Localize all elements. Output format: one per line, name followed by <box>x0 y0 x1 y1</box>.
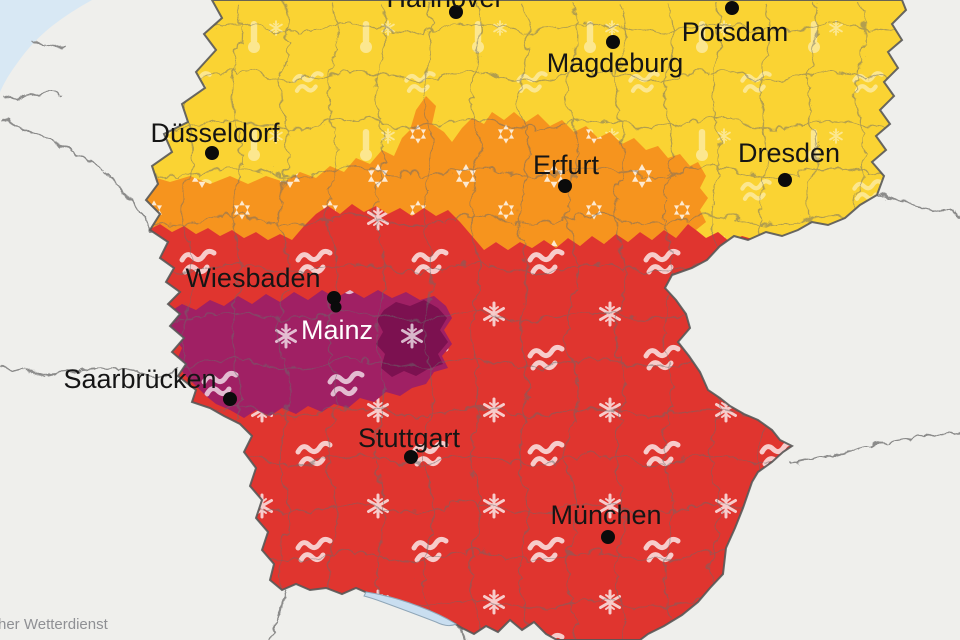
attribution-text: her Wetterdienst <box>0 616 109 633</box>
city-marker-magdeburg <box>606 35 620 49</box>
city-label-duesseldorf: Düsseldorf <box>150 118 280 148</box>
city-marker-mainz-dot <box>330 301 342 313</box>
foreign-country-borders <box>0 35 960 640</box>
city-marker-saarbruecken <box>223 392 237 406</box>
city-label-potsdam: Potsdam <box>682 17 789 47</box>
city-potsdam: Potsdam <box>682 1 789 47</box>
city-hannover: Hannover <box>386 0 504 19</box>
north-sea-water <box>0 0 92 92</box>
city-erfurt: Erfurt <box>533 150 600 193</box>
city-layer: Hannover Magdeburg Potsdam Dresden Düsse… <box>63 0 840 544</box>
city-stuttgart: Stuttgart <box>358 423 461 464</box>
city-dresden: Dresden <box>738 138 840 187</box>
city-label-muenchen: München <box>550 500 661 530</box>
city-marker-erfurt <box>558 179 572 193</box>
lake-constance <box>363 591 458 627</box>
city-marker-dresden <box>778 173 792 187</box>
city-wiesbaden: Wiesbaden <box>185 263 342 313</box>
city-marker-muenchen <box>601 530 615 544</box>
city-label-magdeburg: Magdeburg <box>547 48 684 78</box>
city-label-erfurt: Erfurt <box>533 150 600 180</box>
city-label-saarbruecken: Saarbrücken <box>63 364 216 394</box>
city-marker-stuttgart <box>404 450 418 464</box>
city-label-dresden: Dresden <box>738 138 840 168</box>
city-saarbruecken: Saarbrücken <box>63 364 237 406</box>
city-label-mainz: Mainz <box>301 315 373 345</box>
city-marker-duesseldorf <box>205 146 219 160</box>
city-mainz: Mainz <box>301 315 373 345</box>
city-label-hannover: Hannover <box>386 0 503 13</box>
city-marker-hannover <box>449 5 463 19</box>
city-magdeburg: Magdeburg <box>547 35 684 78</box>
city-marker-potsdam <box>725 1 739 15</box>
city-marker-wiesbaden <box>327 291 341 305</box>
city-label-wiesbaden: Wiesbaden <box>185 263 320 293</box>
city-muenchen: München <box>550 500 662 544</box>
city-duesseldorf: Düsseldorf <box>150 118 280 160</box>
city-label-stuttgart: Stuttgart <box>358 423 461 453</box>
